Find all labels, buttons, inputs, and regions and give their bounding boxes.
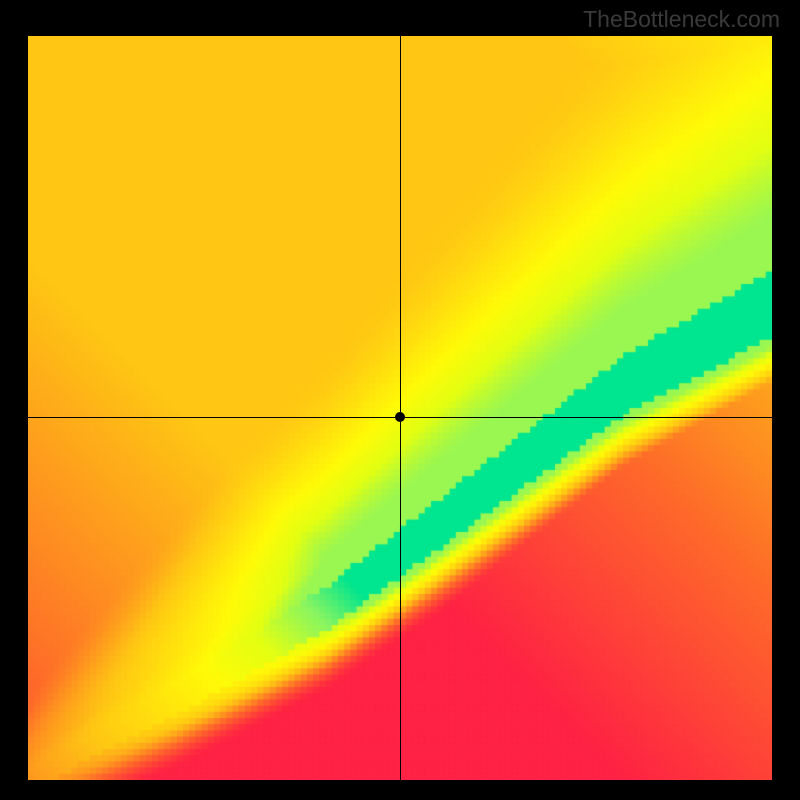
watermark-text: TheBottleneck.com [583, 6, 780, 33]
data-point [395, 412, 405, 422]
chart-frame: TheBottleneck.com [0, 0, 800, 800]
crosshair-vertical [400, 36, 401, 780]
heatmap-plot [28, 36, 772, 780]
